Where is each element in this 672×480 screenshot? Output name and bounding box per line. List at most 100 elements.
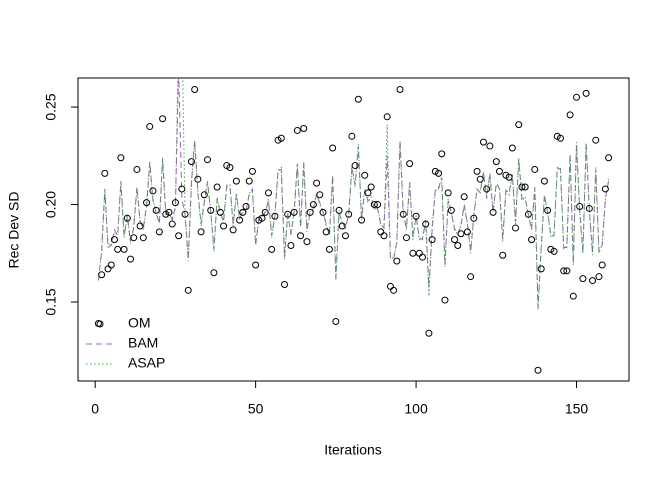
data-point bbox=[370, 201, 378, 209]
data-point bbox=[460, 193, 468, 201]
data-point bbox=[149, 187, 157, 195]
data-point bbox=[463, 228, 471, 236]
data-point bbox=[582, 89, 590, 97]
data-point bbox=[325, 245, 333, 253]
data-point bbox=[322, 228, 330, 236]
data-point bbox=[133, 165, 141, 173]
data-point bbox=[338, 222, 346, 230]
plot-frame bbox=[77, 77, 630, 382]
data-point bbox=[303, 238, 311, 246]
data-point bbox=[319, 208, 327, 216]
data-point bbox=[479, 138, 487, 146]
data-point bbox=[155, 228, 163, 236]
data-point bbox=[178, 185, 186, 193]
data-point bbox=[386, 282, 394, 290]
data-point bbox=[444, 189, 452, 197]
data-point bbox=[168, 220, 176, 228]
data-point bbox=[473, 167, 481, 175]
data-point bbox=[194, 175, 202, 183]
legend-symbol bbox=[96, 320, 104, 328]
data-point bbox=[329, 144, 337, 152]
data-point bbox=[537, 265, 545, 273]
data-point bbox=[287, 241, 295, 249]
data-point bbox=[146, 123, 154, 131]
data-point bbox=[187, 158, 195, 166]
data-point bbox=[130, 234, 138, 242]
series-layer bbox=[97, 78, 610, 310]
data-point bbox=[579, 275, 587, 283]
data-point bbox=[438, 150, 446, 158]
data-point bbox=[245, 177, 253, 185]
data-point bbox=[573, 93, 581, 101]
data-point bbox=[447, 206, 455, 214]
data-point bbox=[409, 249, 417, 257]
data-point bbox=[470, 214, 478, 222]
data-point bbox=[351, 162, 359, 170]
data-point bbox=[396, 86, 404, 94]
data-point bbox=[277, 134, 285, 142]
data-point bbox=[390, 286, 398, 294]
data-point bbox=[534, 366, 542, 374]
data-point bbox=[159, 115, 167, 123]
data-point bbox=[377, 228, 385, 236]
data-point bbox=[441, 296, 449, 304]
data-point bbox=[126, 255, 134, 263]
data-point bbox=[605, 154, 613, 162]
x-axis-label: Iterations bbox=[324, 442, 382, 458]
data-point bbox=[171, 199, 179, 207]
data-point bbox=[293, 126, 301, 134]
x-tick-label: 150 bbox=[565, 401, 589, 417]
data-point bbox=[367, 183, 375, 191]
data-point bbox=[197, 228, 205, 236]
data-point bbox=[358, 216, 366, 224]
data-point bbox=[585, 204, 593, 212]
data-point bbox=[120, 245, 128, 253]
data-point bbox=[576, 202, 584, 210]
data-point bbox=[457, 230, 465, 238]
data-point bbox=[284, 210, 292, 218]
data-point bbox=[123, 214, 131, 222]
data-point bbox=[258, 214, 266, 222]
legend-label: ASAP bbox=[128, 355, 165, 371]
data-point bbox=[560, 267, 568, 275]
data-point bbox=[589, 277, 597, 285]
data-point bbox=[528, 236, 536, 244]
data-point bbox=[229, 226, 237, 234]
data-point bbox=[422, 220, 430, 228]
data-point bbox=[239, 208, 247, 216]
data-point bbox=[313, 179, 321, 187]
data-point bbox=[569, 292, 577, 300]
data-point bbox=[540, 177, 548, 185]
data-point bbox=[512, 224, 520, 232]
data-point bbox=[300, 125, 308, 132]
data-point bbox=[200, 191, 208, 199]
data-point bbox=[316, 191, 324, 199]
data-point bbox=[483, 185, 491, 193]
data-point bbox=[152, 206, 160, 214]
series-line bbox=[97, 78, 610, 308]
data-point bbox=[332, 318, 340, 326]
data-point bbox=[592, 136, 600, 144]
data-point bbox=[393, 257, 401, 265]
data-point bbox=[402, 234, 410, 242]
data-point bbox=[563, 267, 571, 275]
data-point bbox=[207, 206, 215, 214]
data-point bbox=[515, 121, 523, 129]
data-point bbox=[110, 236, 118, 244]
data-point bbox=[261, 208, 269, 216]
data-point bbox=[451, 236, 459, 244]
data-point bbox=[454, 241, 462, 249]
data-point bbox=[271, 212, 279, 220]
data-point bbox=[508, 144, 516, 152]
data-point bbox=[499, 251, 507, 259]
data-point bbox=[248, 167, 256, 175]
data-point bbox=[242, 202, 250, 210]
data-point bbox=[524, 210, 532, 218]
data-point bbox=[335, 206, 343, 214]
data-point bbox=[290, 208, 298, 216]
data-point bbox=[489, 208, 497, 216]
data-point bbox=[566, 111, 574, 119]
data-point bbox=[412, 212, 420, 220]
data-point bbox=[175, 232, 183, 240]
